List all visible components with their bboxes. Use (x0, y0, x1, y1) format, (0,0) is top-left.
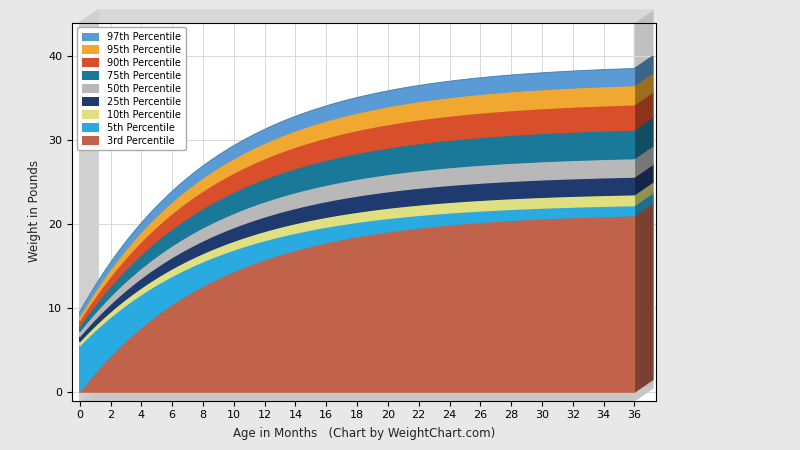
Y-axis label: Weight in Pounds: Weight in Pounds (28, 161, 42, 262)
Polygon shape (80, 216, 634, 392)
X-axis label: Age in Months   (Chart by WeightChart.com): Age in Months (Chart by WeightChart.com) (233, 427, 495, 440)
Polygon shape (634, 10, 653, 400)
Polygon shape (634, 92, 653, 130)
Polygon shape (80, 69, 634, 316)
Polygon shape (80, 206, 634, 392)
Polygon shape (634, 56, 653, 86)
Legend: 97th Percentile, 95th Percentile, 90th Percentile, 75th Percentile, 50th Percent: 97th Percentile, 95th Percentile, 90th P… (77, 27, 186, 150)
Polygon shape (80, 10, 98, 400)
Polygon shape (80, 10, 653, 22)
Polygon shape (80, 177, 634, 342)
Polygon shape (634, 164, 653, 195)
Polygon shape (634, 182, 653, 206)
Polygon shape (634, 203, 653, 392)
Polygon shape (634, 117, 653, 158)
Polygon shape (80, 130, 634, 332)
Polygon shape (80, 86, 634, 321)
Polygon shape (80, 105, 634, 327)
Polygon shape (80, 195, 634, 346)
Polygon shape (80, 388, 653, 400)
Polygon shape (634, 73, 653, 105)
Polygon shape (80, 158, 634, 337)
Polygon shape (634, 193, 653, 216)
Polygon shape (634, 146, 653, 177)
